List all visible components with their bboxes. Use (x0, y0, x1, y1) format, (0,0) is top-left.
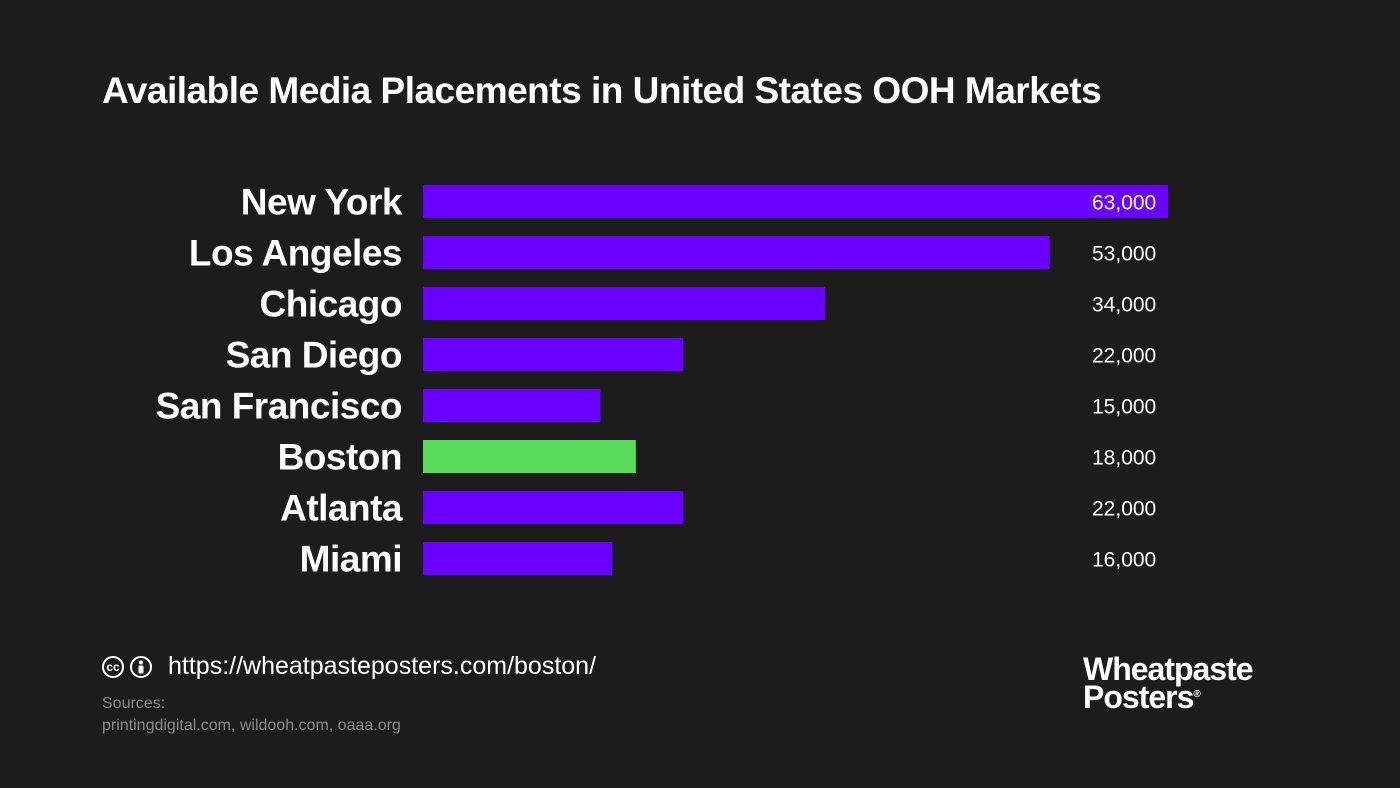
value-label-san-diego: 22,000 (1092, 345, 1156, 368)
value-label-boston: 18,000 (1092, 447, 1156, 470)
logo-line-1: Wheatpaste (1083, 651, 1254, 687)
value-label-chicago: 34,000 (1092, 294, 1156, 317)
creative-commons-icon: cc (102, 655, 124, 678)
source-url-link[interactable]: https://wheatpasteposters.com/boston/ (168, 652, 597, 680)
license-and-link: cc https://wheatpasteposters.com/boston/ (102, 652, 596, 681)
category-label-new-york: New York (241, 182, 403, 223)
chart-title: Available Media Placements in United Sta… (102, 70, 1102, 111)
category-label-miami: Miami (300, 539, 402, 580)
sources-label: Sources: (102, 695, 166, 712)
category-label-los-angeles: Los Angeles (189, 233, 402, 274)
value-label-los-angeles: 53,000 (1092, 243, 1156, 266)
sources-block: Sources: printingdigital.com, wildooh.co… (102, 693, 401, 737)
bar-san-diego (423, 338, 684, 371)
registered-mark: ® (1193, 689, 1200, 700)
value-label-san-francisco: 15,000 (1092, 396, 1156, 419)
value-label-new-york: 63,000 (1092, 192, 1156, 215)
value-label-miami: 16,000 (1092, 549, 1156, 572)
category-label-chicago: Chicago (260, 284, 402, 325)
logo-line-2: Posters (1083, 679, 1194, 715)
value-label-atlanta: 22,000 (1092, 498, 1156, 521)
bar-boston (423, 440, 636, 473)
bar-miami (423, 542, 613, 575)
bar-chicago (423, 287, 826, 320)
category-label-boston: Boston (278, 437, 402, 478)
attribution-person-icon (130, 655, 152, 678)
sources-list: printingdigital.com, wildooh.com, oaaa.o… (102, 717, 401, 734)
bar-san-francisco (423, 389, 601, 422)
wheatpaste-posters-logo: Wheatpaste Posters® (1083, 651, 1254, 713)
category-label-atlanta: Atlanta (280, 488, 403, 529)
bar-chart: New York 63,000 Los Angeles 53,000 Chicago 34… (156, 182, 1168, 580)
bar-los-angeles (423, 236, 1050, 269)
category-label-san-diego: San Diego (226, 335, 402, 376)
bar-atlanta (423, 491, 684, 524)
bar-new-york (423, 185, 1168, 218)
category-label-san-francisco: San Francisco (156, 386, 402, 427)
